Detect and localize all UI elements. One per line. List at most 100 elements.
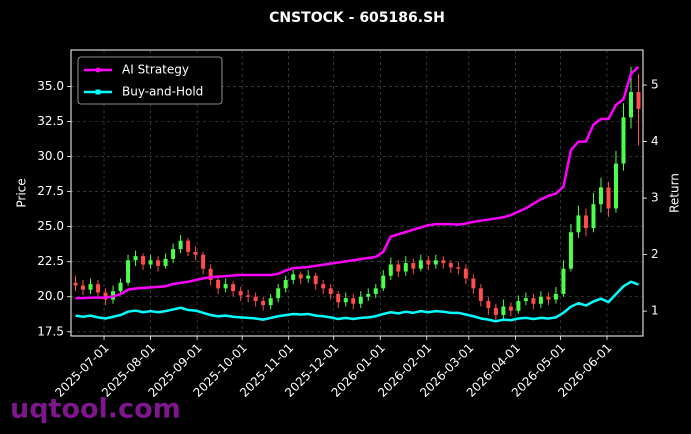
candle-body bbox=[148, 260, 153, 265]
y-tick-label: 20.0 bbox=[37, 289, 64, 303]
candle-body bbox=[501, 306, 506, 315]
candle-body bbox=[448, 263, 453, 268]
candle-body bbox=[178, 240, 183, 250]
candle-body bbox=[291, 274, 296, 280]
candle-body bbox=[223, 284, 228, 289]
candle-body bbox=[216, 279, 221, 289]
candle-body bbox=[561, 268, 566, 294]
candle-body bbox=[411, 263, 416, 269]
watermark: uqtool.com bbox=[10, 394, 181, 425]
y2-tick-label: 4 bbox=[651, 134, 659, 148]
candle-body bbox=[246, 295, 251, 297]
candle-body bbox=[531, 298, 536, 304]
candle-body bbox=[81, 285, 86, 290]
candle-body bbox=[508, 306, 513, 311]
chart-title: CNSTOCK - 605186.SH bbox=[269, 10, 445, 26]
candle-body bbox=[141, 256, 146, 265]
candle-body bbox=[253, 296, 258, 301]
legend-marker bbox=[95, 67, 101, 73]
legend-box bbox=[77, 56, 223, 105]
y-tick-label: 35.0 bbox=[37, 79, 64, 93]
legend: AI Strategy Buy-and-Hold bbox=[77, 56, 223, 105]
candle-body bbox=[576, 215, 581, 233]
plot-frame bbox=[70, 49, 644, 337]
series-line bbox=[75, 280, 639, 323]
candle-body bbox=[426, 260, 431, 265]
candle-body bbox=[268, 298, 273, 306]
candle-body bbox=[366, 293, 371, 297]
y2-tick-label: 2 bbox=[651, 247, 659, 261]
y-tick-label: 25.0 bbox=[37, 219, 64, 233]
candle-body bbox=[568, 232, 573, 269]
candle-body bbox=[276, 288, 281, 299]
candle-body bbox=[583, 215, 588, 229]
candle-body bbox=[238, 291, 243, 296]
candle-body bbox=[373, 288, 378, 294]
y-tick-label: 32.5 bbox=[37, 114, 64, 128]
candle-body bbox=[231, 284, 236, 292]
y2-tick-label: 3 bbox=[651, 191, 659, 205]
candle-body bbox=[298, 274, 303, 279]
candle-body bbox=[433, 260, 438, 265]
candle-body bbox=[306, 275, 311, 279]
candle-body bbox=[546, 296, 551, 300]
candle-body bbox=[351, 298, 356, 304]
y-axis-label: Price bbox=[15, 178, 29, 207]
candle-body bbox=[523, 298, 528, 301]
candle-body bbox=[396, 264, 401, 272]
legend-marker bbox=[95, 89, 101, 95]
candle-body bbox=[336, 293, 341, 303]
candle-body bbox=[73, 282, 78, 286]
candle-body bbox=[613, 163, 618, 209]
candle-body bbox=[621, 117, 626, 164]
candle-body bbox=[493, 307, 498, 315]
candle-body bbox=[208, 268, 213, 280]
candle-body bbox=[553, 293, 558, 300]
legend-label: Buy-and-Hold bbox=[122, 85, 203, 99]
candle-body bbox=[516, 300, 521, 311]
candle-body bbox=[88, 284, 93, 290]
candle-body bbox=[358, 296, 363, 304]
y2-axis-label: Return bbox=[668, 173, 682, 213]
candle-body bbox=[103, 292, 108, 300]
y-tick-label: 30.0 bbox=[37, 149, 64, 163]
candle-body bbox=[381, 275, 386, 289]
candle-body bbox=[463, 268, 468, 279]
candle-body bbox=[538, 296, 543, 304]
candle-body bbox=[343, 298, 348, 303]
candle-body bbox=[636, 92, 641, 109]
candle-body bbox=[591, 204, 596, 229]
candle-body bbox=[156, 260, 161, 266]
candle-body bbox=[201, 254, 206, 269]
y-tick-label: 17.5 bbox=[37, 324, 64, 338]
candle-body bbox=[471, 278, 476, 289]
plot-area bbox=[71, 50, 643, 336]
candle-body bbox=[126, 260, 131, 283]
y-tick-label: 27.5 bbox=[37, 184, 64, 198]
legend-label: AI Strategy bbox=[122, 63, 189, 77]
candle-body bbox=[261, 300, 266, 306]
candle-body bbox=[133, 256, 138, 261]
series-line bbox=[75, 66, 640, 300]
candle-body bbox=[321, 284, 326, 289]
candle-body bbox=[313, 275, 318, 285]
candle-body bbox=[628, 92, 633, 118]
candle-body bbox=[193, 251, 198, 255]
candle-body bbox=[96, 284, 101, 293]
candle-body bbox=[388, 264, 393, 276]
candle-body bbox=[456, 267, 461, 269]
candle-body bbox=[441, 260, 446, 264]
candle-body bbox=[186, 240, 191, 252]
candle-body bbox=[163, 258, 168, 266]
candle-body bbox=[598, 187, 603, 205]
candle-body bbox=[418, 260, 423, 269]
y-tick-label: 22.5 bbox=[37, 254, 64, 268]
candle-body bbox=[328, 288, 333, 294]
candle-body bbox=[478, 288, 483, 301]
candle-body bbox=[486, 300, 491, 308]
y2-tick-label: 5 bbox=[651, 78, 659, 92]
candle-body bbox=[171, 249, 176, 259]
candle-body bbox=[606, 187, 611, 209]
candle-body bbox=[118, 282, 123, 292]
